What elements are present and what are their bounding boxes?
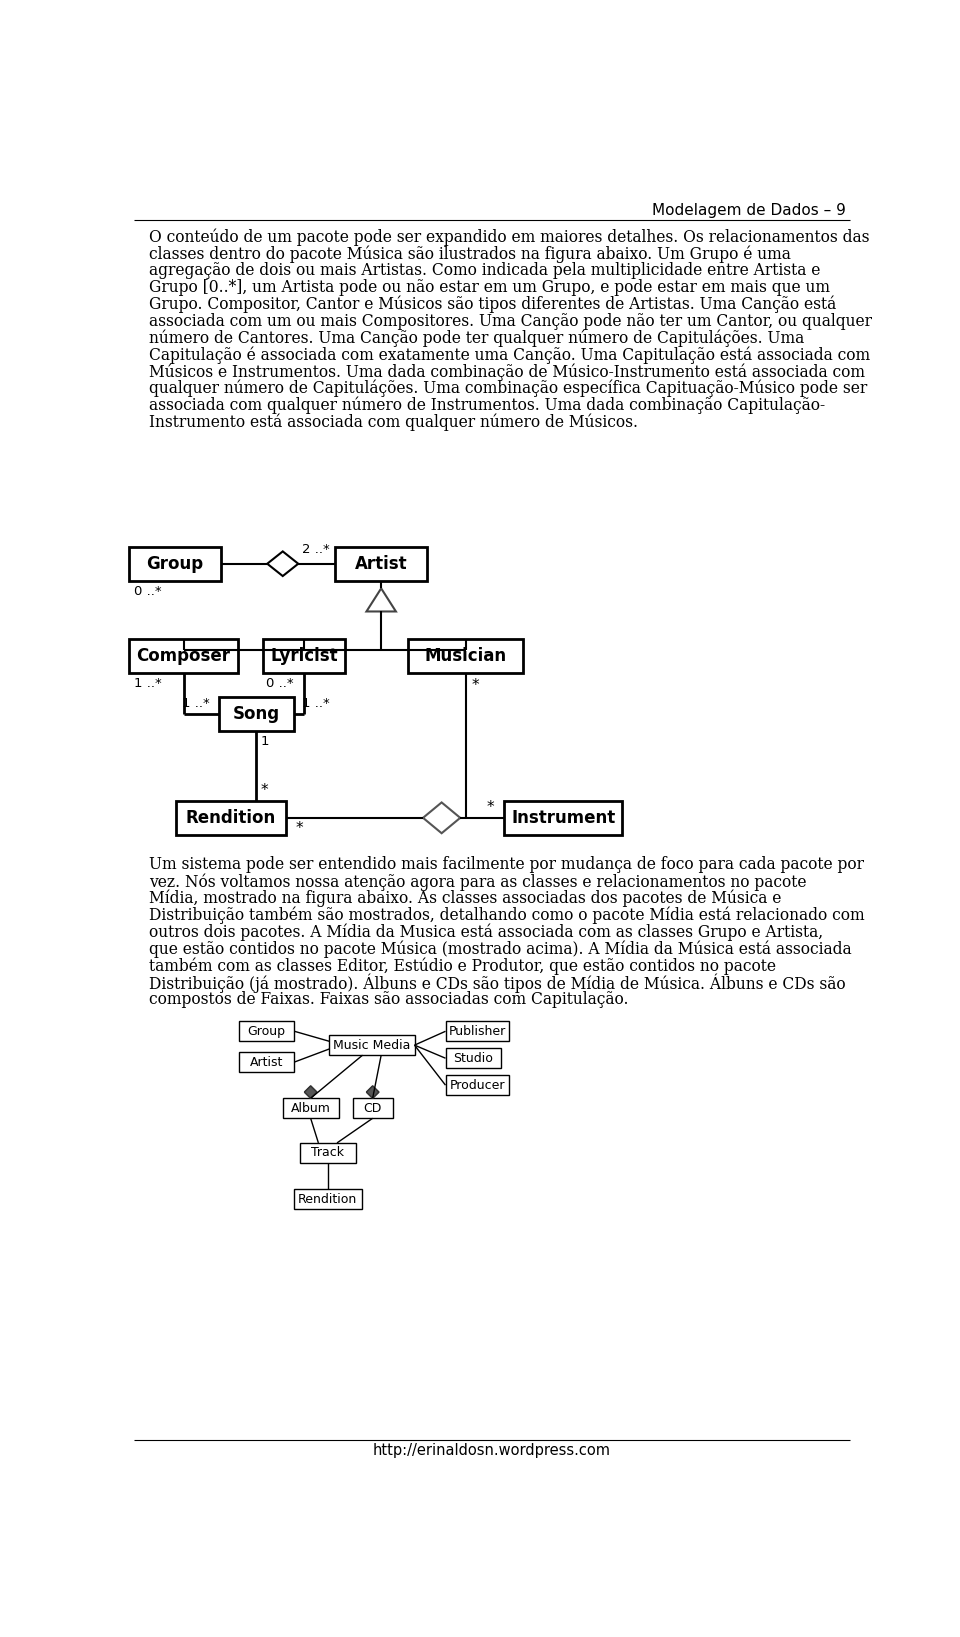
Text: Group: Group: [248, 1025, 285, 1038]
Text: classes dentro do pacote Música são ilustrados na figura abaixo. Um Grupo é uma: classes dentro do pacote Música são ilus…: [150, 246, 791, 264]
Text: 1 ..*: 1 ..*: [134, 678, 161, 691]
Text: CD: CD: [364, 1102, 382, 1115]
FancyBboxPatch shape: [176, 800, 286, 835]
Text: outros dois pacotes. A Mídia da Musica está associada com as classes Grupo e Art: outros dois pacotes. A Mídia da Musica e…: [150, 923, 824, 941]
Polygon shape: [423, 802, 460, 833]
Text: O conteúdo de um pacote pode ser expandido em maiores detalhes. Os relacionament: O conteúdo de um pacote pode ser expandi…: [150, 229, 870, 246]
Text: Artist: Artist: [355, 555, 407, 573]
FancyBboxPatch shape: [239, 1053, 295, 1072]
Text: vez. Nós voltamos nossa atenção agora para as classes e relacionamentos no pacot: vez. Nós voltamos nossa atenção agora pa…: [150, 873, 807, 891]
Text: Group: Group: [147, 555, 204, 573]
Text: Grupo. Compositor, Cantor e Músicos são tipos diferentes de Artistas. Uma Canção: Grupo. Compositor, Cantor e Músicos são …: [150, 296, 837, 313]
Text: Um sistema pode ser entendido mais facilmente por mudança de foco para cada paco: Um sistema pode ser entendido mais facil…: [150, 856, 864, 873]
Text: 0 ..*: 0 ..*: [134, 584, 161, 598]
Text: Grupo [0..*], um Artista pode ou não estar em um Grupo, e pode estar em mais que: Grupo [0..*], um Artista pode ou não est…: [150, 280, 830, 296]
FancyBboxPatch shape: [352, 1098, 393, 1118]
Text: agregação de dois ou mais Artistas. Como indicada pela multiplicidade entre Arti: agregação de dois ou mais Artistas. Como…: [150, 262, 821, 280]
Text: Rendition: Rendition: [185, 809, 276, 827]
Text: Album: Album: [291, 1102, 330, 1115]
Text: Lyricist: Lyricist: [271, 647, 338, 665]
Text: compostos de Faixas. Faixas são associadas com Capitulação.: compostos de Faixas. Faixas são associad…: [150, 990, 629, 1008]
Polygon shape: [267, 552, 299, 576]
Text: Distribuição (já mostrado). Álbuns e CDs são tipos de Mídia de Música. Álbuns e : Distribuição (já mostrado). Álbuns e CDs…: [150, 974, 846, 994]
Text: Studio: Studio: [453, 1051, 493, 1064]
Text: Instrument: Instrument: [511, 809, 615, 827]
Text: Instrumento está associada com qualquer número de Músicos.: Instrumento está associada com qualquer …: [150, 414, 638, 431]
Text: Mídia, mostrado na figura abaixo. As classes associadas dos pacotes de Música e: Mídia, mostrado na figura abaixo. As cla…: [150, 891, 781, 907]
Text: 1 ..*: 1 ..*: [302, 697, 330, 710]
Polygon shape: [304, 1085, 317, 1098]
FancyBboxPatch shape: [219, 697, 295, 730]
FancyBboxPatch shape: [445, 1076, 509, 1095]
Text: qualquer número de Capituláções. Uma combinação específica Capituação-Músico pod: qualquer número de Capituláções. Uma com…: [150, 380, 868, 398]
Text: associada com qualquer número de Instrumentos. Uma dada combinação Capitulação-: associada com qualquer número de Instrum…: [150, 396, 826, 414]
Text: 0 ..*: 0 ..*: [267, 678, 294, 691]
FancyBboxPatch shape: [504, 800, 622, 835]
Text: Music Media: Music Media: [333, 1038, 411, 1051]
Polygon shape: [367, 588, 396, 612]
Text: Musician: Musician: [424, 647, 507, 665]
Text: Song: Song: [233, 706, 280, 724]
FancyBboxPatch shape: [329, 1035, 415, 1056]
Text: 1 ..*: 1 ..*: [182, 697, 210, 710]
Text: número de Cantores. Uma Canção pode ter qualquer número de Capituláções. Uma: número de Cantores. Uma Canção pode ter …: [150, 329, 804, 347]
FancyBboxPatch shape: [445, 1021, 509, 1041]
Text: http://erinaldosn.wordpress.com: http://erinaldosn.wordpress.com: [373, 1442, 611, 1457]
Text: também com as classes Editor, Estúdio e Produtor, que estão contidos no pacote: também com as classes Editor, Estúdio e …: [150, 958, 777, 974]
FancyBboxPatch shape: [408, 638, 523, 673]
Polygon shape: [367, 1085, 379, 1098]
Polygon shape: [304, 1085, 317, 1098]
Text: Rendition: Rendition: [298, 1193, 357, 1205]
FancyBboxPatch shape: [300, 1143, 355, 1162]
FancyBboxPatch shape: [130, 638, 238, 673]
FancyBboxPatch shape: [239, 1021, 295, 1041]
FancyBboxPatch shape: [335, 547, 427, 581]
Text: Distribuição também são mostrados, detalhando como o pacote Mídia está relaciona: Distribuição também são mostrados, detal…: [150, 907, 865, 925]
Text: que estão contidos no pacote Música (mostrado acima). A Mídia da Música está ass: que estão contidos no pacote Música (mos…: [150, 940, 852, 958]
Text: *: *: [472, 678, 479, 692]
Text: *: *: [260, 782, 268, 797]
Text: Producer: Producer: [449, 1079, 505, 1092]
Text: *: *: [295, 822, 302, 837]
Text: Track: Track: [311, 1146, 345, 1159]
FancyBboxPatch shape: [130, 547, 221, 581]
FancyBboxPatch shape: [294, 1188, 362, 1210]
Text: associada com um ou mais Compositores. Uma Canção pode não ter um Cantor, ou qua: associada com um ou mais Compositores. U…: [150, 313, 873, 329]
Text: 2 ..*: 2 ..*: [302, 543, 330, 557]
Text: 1: 1: [260, 735, 269, 748]
FancyBboxPatch shape: [283, 1098, 339, 1118]
Text: Publisher: Publisher: [448, 1025, 506, 1038]
Text: Composer: Composer: [136, 647, 230, 665]
Polygon shape: [367, 1085, 379, 1098]
Text: *: *: [487, 799, 494, 815]
Text: Músicos e Instrumentos. Uma dada combinação de Músico-Instrumento está associada: Músicos e Instrumentos. Uma dada combina…: [150, 363, 866, 380]
Text: Artist: Artist: [250, 1056, 283, 1069]
Text: Modelagem de Dados – 9: Modelagem de Dados – 9: [652, 203, 846, 218]
Text: Capitulação é associada com exatamente uma Canção. Uma Capitulação está associad: Capitulação é associada com exatamente u…: [150, 347, 871, 363]
FancyBboxPatch shape: [445, 1048, 501, 1069]
FancyBboxPatch shape: [263, 638, 345, 673]
